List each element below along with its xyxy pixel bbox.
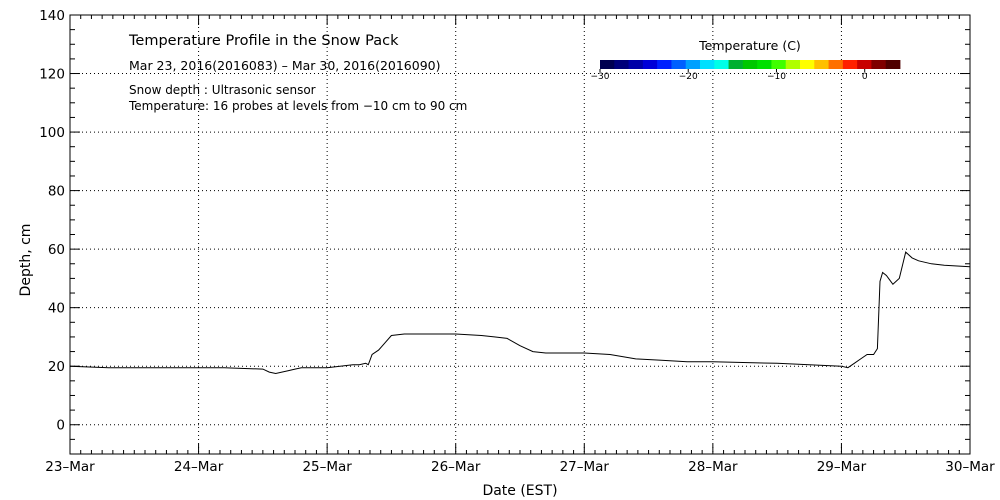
x-tick-label: 28–Mar — [688, 459, 738, 475]
colorbar-cells — [600, 60, 901, 69]
colorbar-ticks: −30 −20 −10 0 — [591, 69, 868, 82]
colorbar-tick-label: −20 — [679, 72, 698, 82]
x-tick-label: 30–Mar — [945, 459, 995, 475]
axis-ticks: 23–Mar 24–Mar 25–Mar 26–Mar 27–Mar 28–Mar 29–M… — [39, 8, 995, 475]
y-tick-label: 20 — [48, 359, 65, 375]
colorbar-cell — [785, 60, 801, 69]
colorbar-cell — [685, 60, 701, 69]
note-snow-depth: Snow depth : Ultrasonic sensor — [129, 83, 316, 97]
y-axis-label: Depth, cm — [18, 224, 34, 297]
colorbar-cell — [771, 60, 787, 69]
grid-lines — [70, 15, 970, 454]
x-tick-label: 27–Mar — [560, 459, 610, 475]
colorbar-cell — [742, 60, 758, 69]
colorbar-cell — [714, 60, 729, 69]
colorbar-cell — [857, 60, 872, 69]
colorbar-cell — [814, 60, 829, 69]
colorbar-cell — [671, 60, 687, 69]
x-tick-label: 29–Mar — [817, 459, 867, 475]
x-axis-label: Date (EST) — [482, 483, 557, 499]
colorbar-tick-label: −10 — [767, 72, 786, 82]
colorbar-tick-label: 0 — [862, 72, 868, 82]
x-tick-label: 25–Mar — [302, 459, 352, 475]
colorbar-cell — [728, 60, 744, 69]
note-temperature: Temperature: 16 probes at levels from −1… — [128, 99, 467, 113]
colorbar-cell — [600, 60, 615, 69]
x-tick-label: 26–Mar — [431, 459, 481, 475]
colorbar-cell — [757, 60, 772, 69]
chart-title: Temperature Profile in the Snow Pack — [128, 33, 399, 49]
temperature-colorbar: Temperature (C) −30 −20 −10 0 — [591, 38, 901, 82]
snow-depth-line — [69, 251, 971, 375]
chart-subtitle: Mar 23, 2016(2016083) – Mar 30, 2016(201… — [129, 58, 441, 73]
y-tick-label: 120 — [39, 67, 65, 83]
y-tick-label: 40 — [48, 301, 65, 317]
y-tick-label: 140 — [39, 8, 65, 24]
colorbar-title: Temperature (C) — [698, 38, 801, 53]
colorbar-cell — [700, 60, 715, 69]
x-tick-label: 24–Mar — [174, 459, 224, 475]
plot-frame — [69, 14, 971, 455]
colorbar-tick-label: −30 — [591, 72, 610, 82]
y-tick-label: 80 — [48, 184, 65, 200]
colorbar-cell — [871, 60, 887, 69]
colorbar-cell — [828, 60, 844, 69]
colorbar-cell — [885, 60, 901, 69]
colorbar-cell — [628, 60, 644, 69]
series-layer — [69, 251, 971, 375]
colorbar-cell — [800, 60, 815, 69]
x-tick-label: 23–Mar — [45, 459, 95, 475]
y-tick-label: 0 — [56, 418, 65, 434]
colorbar-cell — [657, 60, 672, 69]
colorbar-cell — [642, 60, 658, 69]
colorbar-cell — [614, 60, 629, 69]
colorbar-cell — [842, 60, 858, 69]
y-tick-label: 100 — [39, 125, 65, 141]
y-tick-label: 60 — [48, 242, 65, 258]
